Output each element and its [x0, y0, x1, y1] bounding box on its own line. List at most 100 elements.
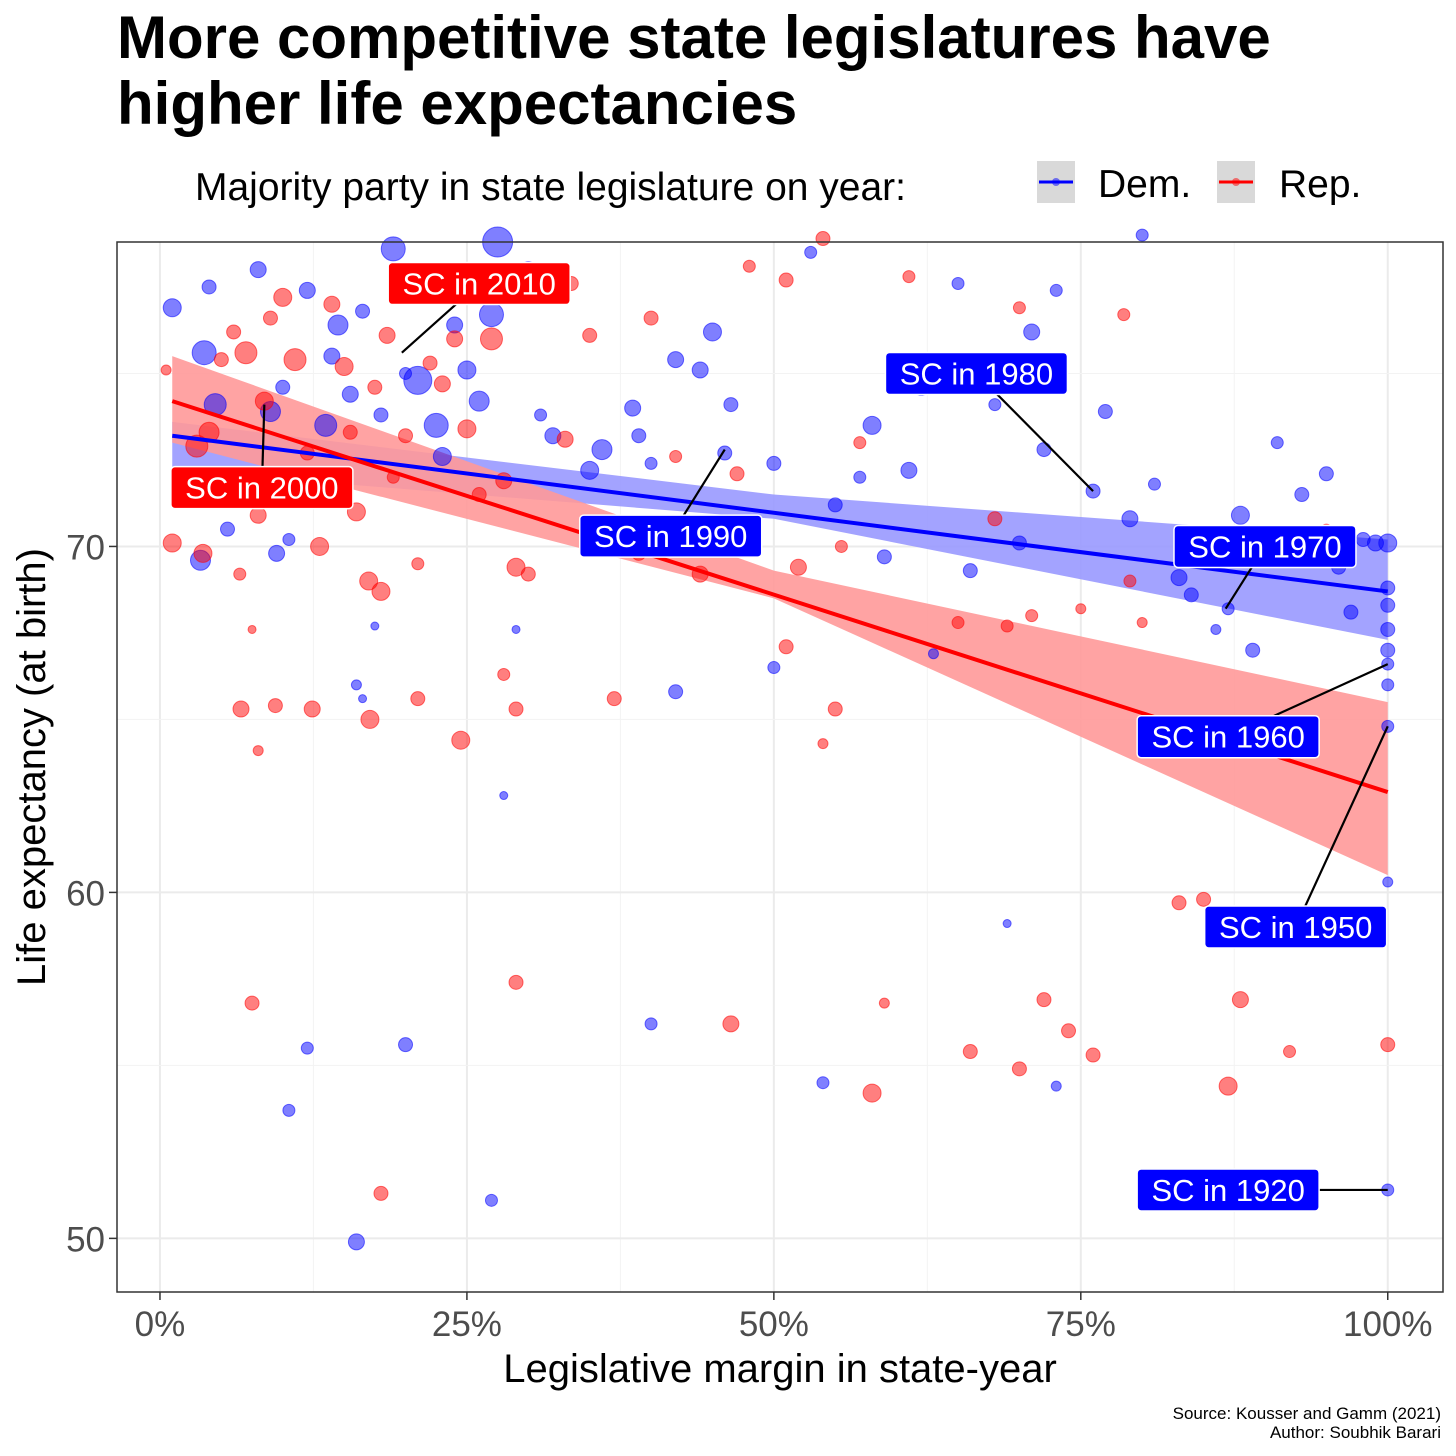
point-dem [876, 549, 892, 565]
y-tick-label: 50 [66, 1220, 105, 1259]
point-dem [862, 415, 882, 435]
point-rep [817, 738, 829, 750]
point-dem [1380, 580, 1396, 596]
point-rep [283, 348, 307, 372]
annotation-label-5: SC in 1960 [1136, 714, 1320, 759]
point-dem [988, 398, 1002, 412]
annotation-text: SC in 1980 [900, 356, 1053, 391]
point-dem [962, 563, 978, 579]
point-dem [275, 379, 291, 395]
point-rep [323, 295, 341, 313]
point-dem [644, 1017, 658, 1031]
point-rep [1231, 991, 1249, 1009]
point-rep [267, 698, 283, 714]
legend-title: Majority party in state legislature on y… [195, 166, 906, 209]
point-rep [160, 364, 172, 376]
point-rep [1075, 603, 1087, 615]
x-tick-label: 25% [432, 1305, 502, 1344]
point-rep [987, 511, 1003, 527]
point-dem [534, 408, 548, 422]
point-rep [1196, 891, 1212, 907]
annotation-box [1203, 905, 1388, 949]
point-dem [804, 245, 818, 259]
point-rep [582, 327, 598, 343]
point-dem [1380, 621, 1396, 637]
point-dem [1380, 642, 1396, 658]
point-rep [862, 1083, 882, 1103]
point-dem [767, 661, 781, 675]
point-dem [1294, 487, 1310, 503]
point-rep [508, 974, 524, 990]
point-dem [631, 428, 647, 444]
point-dem [1170, 569, 1188, 587]
point-dem [423, 412, 449, 438]
point-rep [962, 1044, 978, 1060]
point-dem [1380, 597, 1396, 613]
point-dem [1318, 466, 1334, 482]
point-rep [252, 745, 264, 757]
point-rep [342, 424, 358, 440]
point-rep [213, 352, 229, 368]
point-rep [310, 536, 330, 556]
legend: Majority party in state legislature on y… [195, 161, 1361, 209]
point-rep [410, 691, 426, 707]
annotation-label-0: SC in 2010 [387, 261, 571, 306]
point-dem [816, 1076, 830, 1090]
legend-dot-rep [1232, 178, 1240, 186]
annotation-box [387, 261, 571, 306]
point-rep [778, 272, 794, 288]
x-tick-label: 75% [1046, 1305, 1116, 1344]
point-rep [729, 466, 745, 482]
point-dem [300, 1041, 314, 1055]
point-dem [766, 455, 782, 471]
point-rep [853, 436, 867, 450]
point-rep [367, 379, 383, 395]
ribbon-rep [172, 356, 1388, 876]
annotation-box [170, 465, 354, 510]
annotations: SC in 2010 SC in 2000 SC in 1980 SC in 1990… [170, 261, 1389, 1212]
y-tick-label: 70 [66, 528, 105, 567]
point-dem [1183, 587, 1199, 603]
chart-title-line-1: More competitive state legislatures have [117, 4, 1271, 71]
point-dem [398, 1037, 414, 1053]
point-rep [232, 700, 250, 718]
point-dem [1147, 477, 1161, 491]
point-rep [273, 287, 293, 307]
point-rep [193, 543, 213, 563]
point-rep [643, 310, 659, 326]
point-rep [742, 259, 756, 273]
point-rep [1123, 574, 1137, 588]
point-rep [834, 539, 848, 553]
point-rep [815, 231, 831, 247]
point-dem [1378, 533, 1398, 553]
point-dem [951, 277, 965, 291]
annotation-label-4: SC in 1970 [1173, 524, 1357, 569]
x-tick-label: 100% [1343, 1305, 1433, 1344]
point-dem [1210, 623, 1222, 635]
annotation-leader-6 [1294, 725, 1389, 928]
plot-border [116, 241, 1444, 1293]
caption-author: Author: Soubhik Barari [1270, 1423, 1441, 1442]
point-rep [722, 1015, 740, 1033]
point-dem [457, 360, 477, 380]
point-rep [262, 310, 278, 326]
point-rep [446, 330, 464, 348]
point-dem [380, 236, 406, 262]
point-rep [878, 997, 890, 1009]
point-dem [1121, 510, 1139, 528]
point-dem [1245, 642, 1261, 658]
annotation-label-1: SC in 2000 [170, 465, 354, 510]
point-dem [624, 399, 642, 417]
axis-ticks: 0% 25% 50% 75% 100% 50 60 70 [66, 528, 1432, 1344]
point-dem [282, 533, 296, 547]
annotation-text: SC in 2010 [402, 267, 555, 302]
point-rep [451, 730, 471, 750]
point-dem [478, 302, 504, 328]
point-dem [484, 1193, 498, 1207]
point-rep [234, 341, 258, 365]
annotation-text: SC in 1920 [1151, 1173, 1304, 1208]
point-dem [827, 497, 843, 513]
point-rep [606, 691, 622, 707]
point-dem [355, 303, 371, 319]
point-rep [506, 557, 526, 577]
